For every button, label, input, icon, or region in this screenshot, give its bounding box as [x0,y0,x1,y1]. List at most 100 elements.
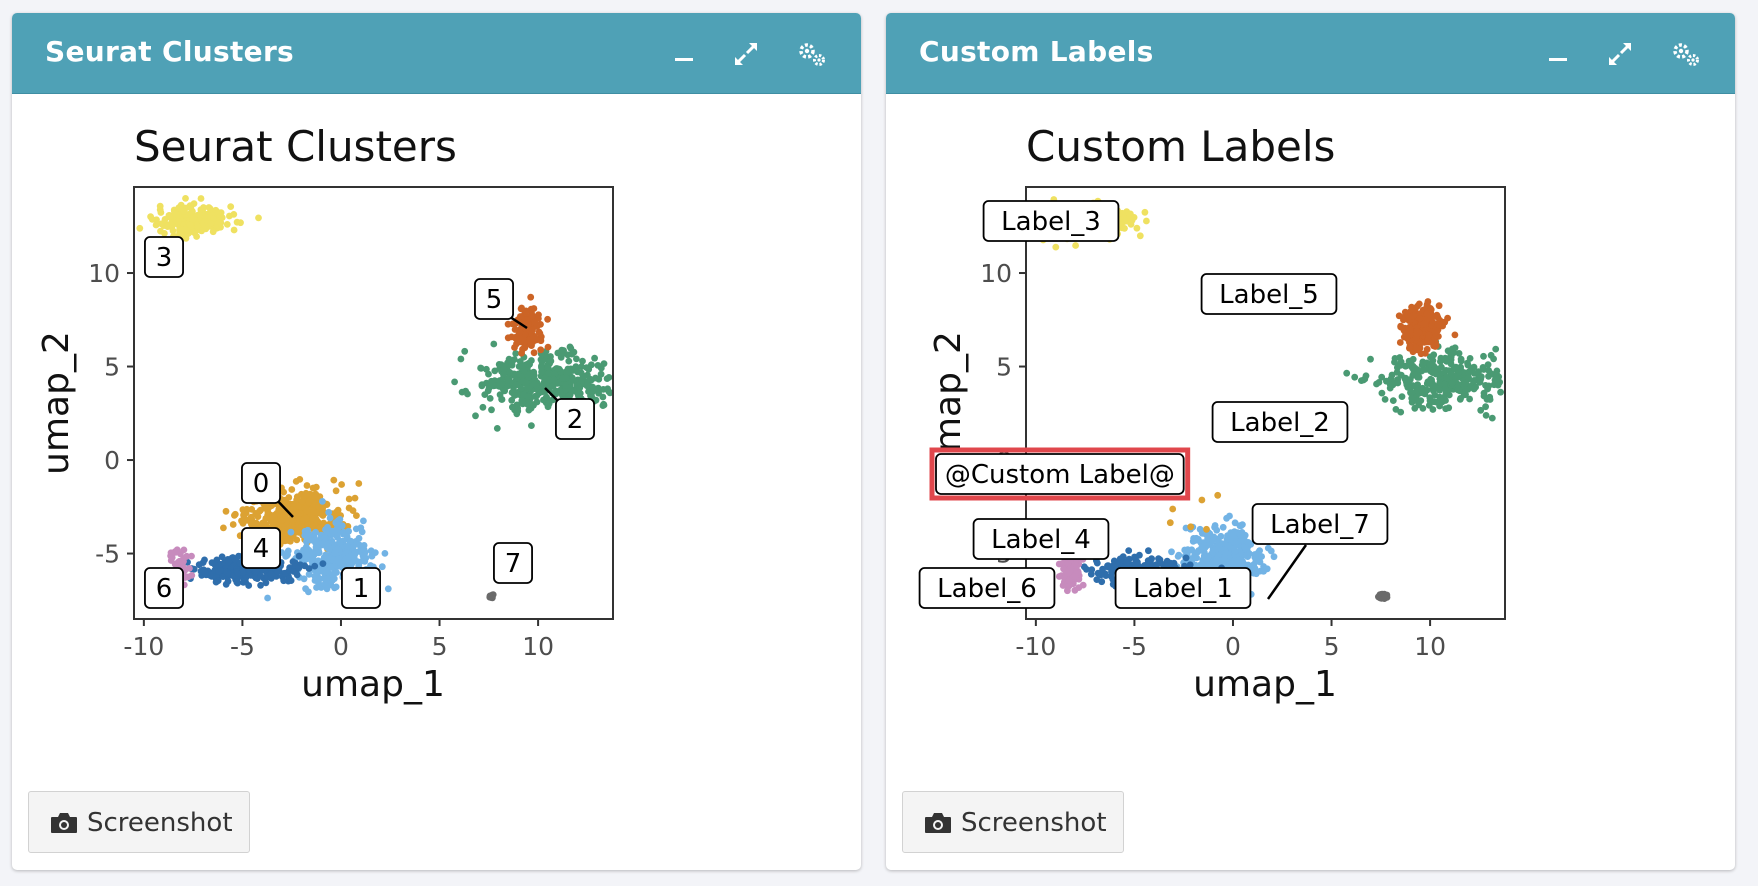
scatter-point [323,575,330,583]
scatter-point [1465,374,1472,382]
cluster-label-text: Label_6 [937,574,1037,604]
scatter-point [1260,563,1267,570]
scatter-point [566,392,574,399]
scatter-point [345,527,352,535]
scatter-point [1397,358,1405,366]
scatter-point [1205,561,1212,569]
settings-button[interactable] [795,37,829,71]
scatter-point [1406,344,1413,352]
scatter-point [1388,371,1396,379]
scatter-point [521,331,529,338]
cluster-label-text: Label_5 [1219,280,1319,310]
scatter-point [1367,355,1374,363]
scatter-point [1436,386,1444,394]
scatter-point [1455,350,1463,357]
scatter-point [180,207,188,215]
scatter-point [1441,380,1448,388]
scatter-point [1378,373,1386,381]
scatter-point [1448,370,1455,378]
scatter-point [303,507,311,515]
scatter-point [297,523,305,531]
scatter-point [1435,321,1443,329]
umap-plot: Seurat Clusters -10 -5 0 5 10 10 5 0 -5 umap_1 u… [12,97,861,787]
scatter-point [1204,553,1212,561]
scatter-point [171,560,179,568]
scatter-point [332,487,340,495]
minimize-button[interactable] [1541,37,1575,71]
box-header: Custom Labels [886,13,1735,94]
scatter-point [580,372,588,380]
scatter-point [343,533,351,540]
scatter-point [311,494,319,501]
scatter-point [329,571,337,579]
scatter-point [222,507,230,515]
scatter-point [530,349,538,357]
scatter-point [573,355,580,363]
scatter-point [1244,539,1252,546]
scatter-point [220,524,227,532]
scatter-point [1482,403,1489,411]
scatter-point [311,562,319,570]
scatter-point [351,548,359,556]
scatter-point [458,388,466,396]
scatter-point [514,404,521,412]
scatter-point [1127,210,1134,218]
scatter-point [312,483,320,491]
scatter-point [1104,563,1112,571]
y-tick-label: 5 [996,353,1012,382]
scatter-point [1064,587,1071,595]
scatter-point [257,572,265,580]
box-header: Seurat Clusters [12,13,861,94]
scatter-point [512,381,519,389]
screenshot-button[interactable]: Screenshot [902,791,1124,853]
settings-button[interactable] [1669,37,1703,71]
scatter-point [585,365,593,373]
expand-icon [735,43,757,65]
scatter-point [349,507,357,514]
scatter-point [509,403,516,411]
scatter-point [1375,379,1383,386]
scatter-point [332,583,340,591]
x-tick-label: 5 [1324,632,1340,661]
scatter-point [302,515,310,523]
cluster-label-box [241,462,281,504]
cluster-label-text: Label_3 [1001,207,1101,237]
expand-button[interactable] [729,37,763,71]
scatter-point [197,195,205,202]
minimize-button[interactable] [667,37,701,71]
scatter-point [1202,531,1210,538]
cluster-label-box [493,542,533,584]
scatter-point [533,398,541,406]
scatter-point [173,546,181,554]
scatter-point [570,376,578,384]
scatter-point [240,511,247,519]
scatter-point [1425,331,1433,339]
scatter-point [1142,561,1150,569]
scatter-point [1485,367,1493,374]
scatter-point [1426,360,1434,368]
scatter-point [289,500,297,508]
scatter-point [1072,242,1079,249]
scatter-point [1413,330,1421,338]
expand-button[interactable] [1603,37,1637,71]
scatter-point [206,205,214,213]
scatter-point [486,593,494,601]
scatter-point [1488,414,1496,422]
scatter-point [1381,595,1388,602]
scatter-point [1231,557,1238,564]
scatter-point [1181,546,1189,554]
scatter-point [172,210,180,218]
scatter-point [201,569,209,577]
scatter-point [1250,569,1258,577]
scatter-point [1441,354,1449,362]
scatter-point [536,330,544,337]
scatter-point [196,211,203,218]
screenshot-button[interactable]: Screenshot [28,791,250,853]
scatter-point [302,491,310,498]
scatter-point [238,517,245,525]
scatter-point [1231,519,1239,527]
scatter-point [518,304,525,312]
scatter-point [1199,543,1206,551]
scatter-point [528,422,535,429]
scatter-point [1198,560,1205,568]
